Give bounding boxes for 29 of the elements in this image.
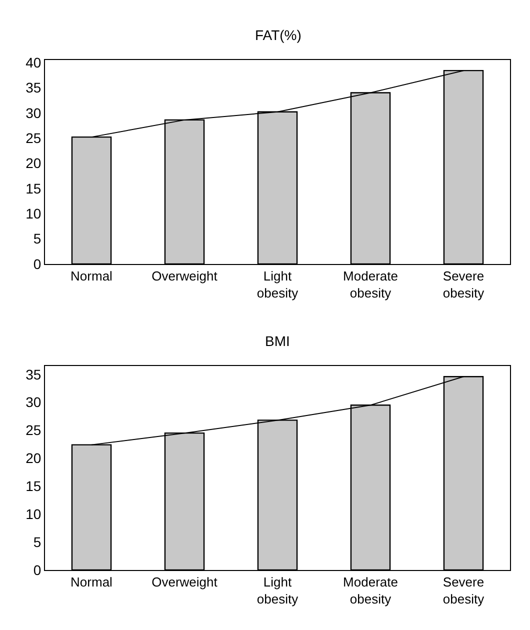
x-tick-label: Normal	[70, 574, 113, 590]
x-tick-label: Moderate obesity	[343, 574, 398, 606]
x-tick-label: Light obesity	[256, 268, 299, 300]
chart-title: FAT(%)	[255, 27, 302, 43]
y-tick-label: 10	[26, 206, 42, 222]
x-tick-label: Light obesity	[256, 574, 299, 606]
chart-title: BMI	[265, 333, 290, 349]
x-tick-label: Overweight	[152, 268, 218, 284]
x-tick-label: Moderate obesity	[343, 268, 398, 300]
x-tick-label: Severe obesity	[442, 574, 485, 606]
x-tick-label: Overweight	[152, 574, 218, 590]
y-tick-label: 15	[26, 478, 42, 494]
y-tick-label: 20	[26, 155, 42, 172]
y-tick-label: 20	[26, 450, 42, 466]
y-tick-label: 15	[26, 180, 42, 196]
y-tick-label: 0	[33, 562, 42, 578]
y-tick-label: 5	[33, 230, 42, 247]
x-tick-label: Severe obesity	[442, 268, 485, 300]
y-tick-label: 0	[33, 256, 42, 272]
y-tick-label: 5	[33, 534, 42, 550]
y-tick-label: 25	[26, 422, 42, 438]
y-tick-label: 35	[26, 366, 42, 382]
y-tick-label: 30	[26, 394, 42, 410]
y-tick-label: 10	[26, 506, 42, 522]
y-tick-label: 35	[26, 80, 42, 96]
y-tick-label: 25	[26, 130, 42, 146]
y-tick-label: 40	[26, 54, 42, 70]
x-tick-label: Normal	[70, 268, 113, 284]
y-tick-label: 30	[26, 104, 42, 121]
